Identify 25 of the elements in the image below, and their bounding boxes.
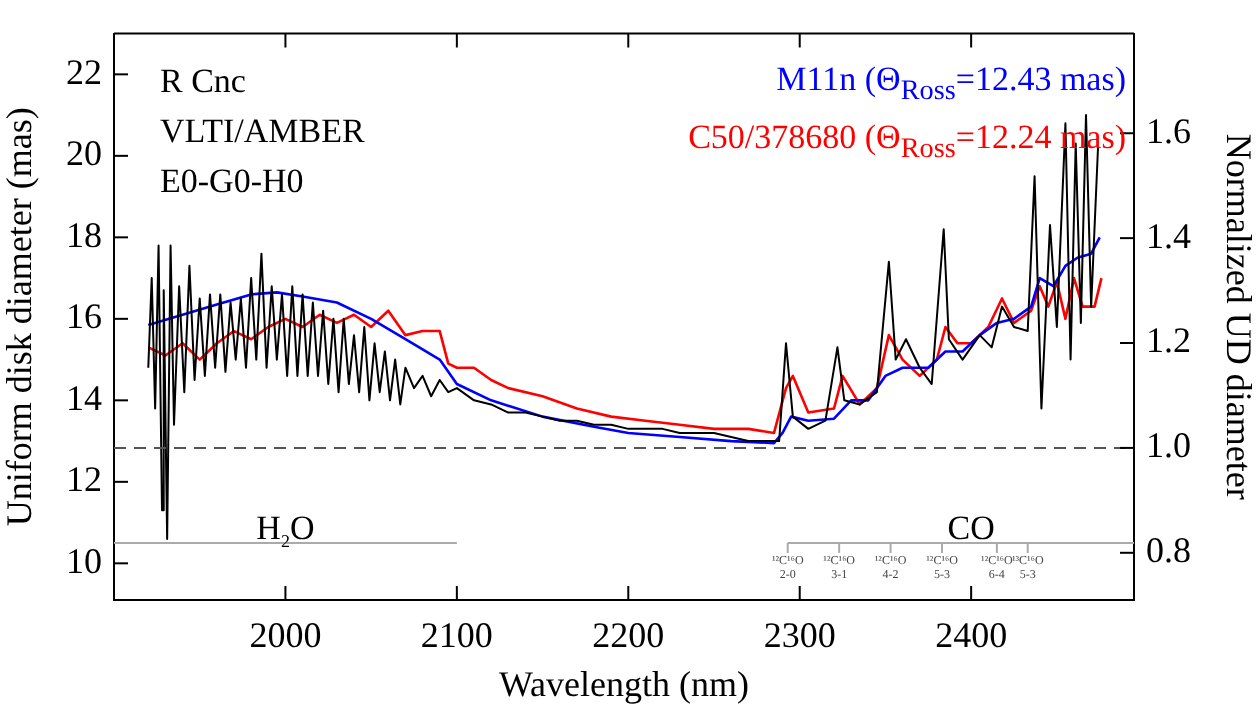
- y-axis-title: Uniform disk diameter (mas): [0, 107, 40, 527]
- x-tick-label: 2000: [249, 615, 322, 656]
- y2-tick-label: 1.6: [1146, 110, 1191, 151]
- y2-tick-label: 1.4: [1146, 215, 1191, 256]
- y-tick-label: 16: [66, 296, 102, 337]
- y-tick-label: 14: [66, 377, 102, 418]
- x-tick-label: 2200: [592, 615, 665, 656]
- y-tick-label: 20: [66, 133, 102, 174]
- y2-tick-label: 1.0: [1146, 425, 1191, 466]
- x-tick-label: 2100: [420, 615, 493, 656]
- annotation: CO: [947, 508, 995, 547]
- y-tick-label: 18: [66, 214, 102, 255]
- x-tick-label: 2300: [763, 615, 836, 656]
- y2-axis-title: Normalized UD diameter: [1218, 133, 1258, 500]
- y2-tick-label: 1.2: [1146, 320, 1191, 361]
- x-tick-label: 2400: [935, 615, 1008, 656]
- text: M11n (Θ$_{Ross}$=12.43 mas): [774, 58, 1126, 111]
- y2-tick-label: 0.8: [1146, 530, 1191, 571]
- y-tick-label: 22: [66, 51, 102, 92]
- x-axis-title: Wavelength (nm): [498, 663, 750, 704]
- annotation: VLTI/AMBER: [160, 110, 365, 154]
- y-tick-label: 10: [66, 540, 102, 581]
- y-tick-label: 12: [66, 459, 102, 500]
- annotation: E0-G0-H0: [160, 160, 306, 204]
- annotation: R Cnc: [160, 60, 248, 104]
